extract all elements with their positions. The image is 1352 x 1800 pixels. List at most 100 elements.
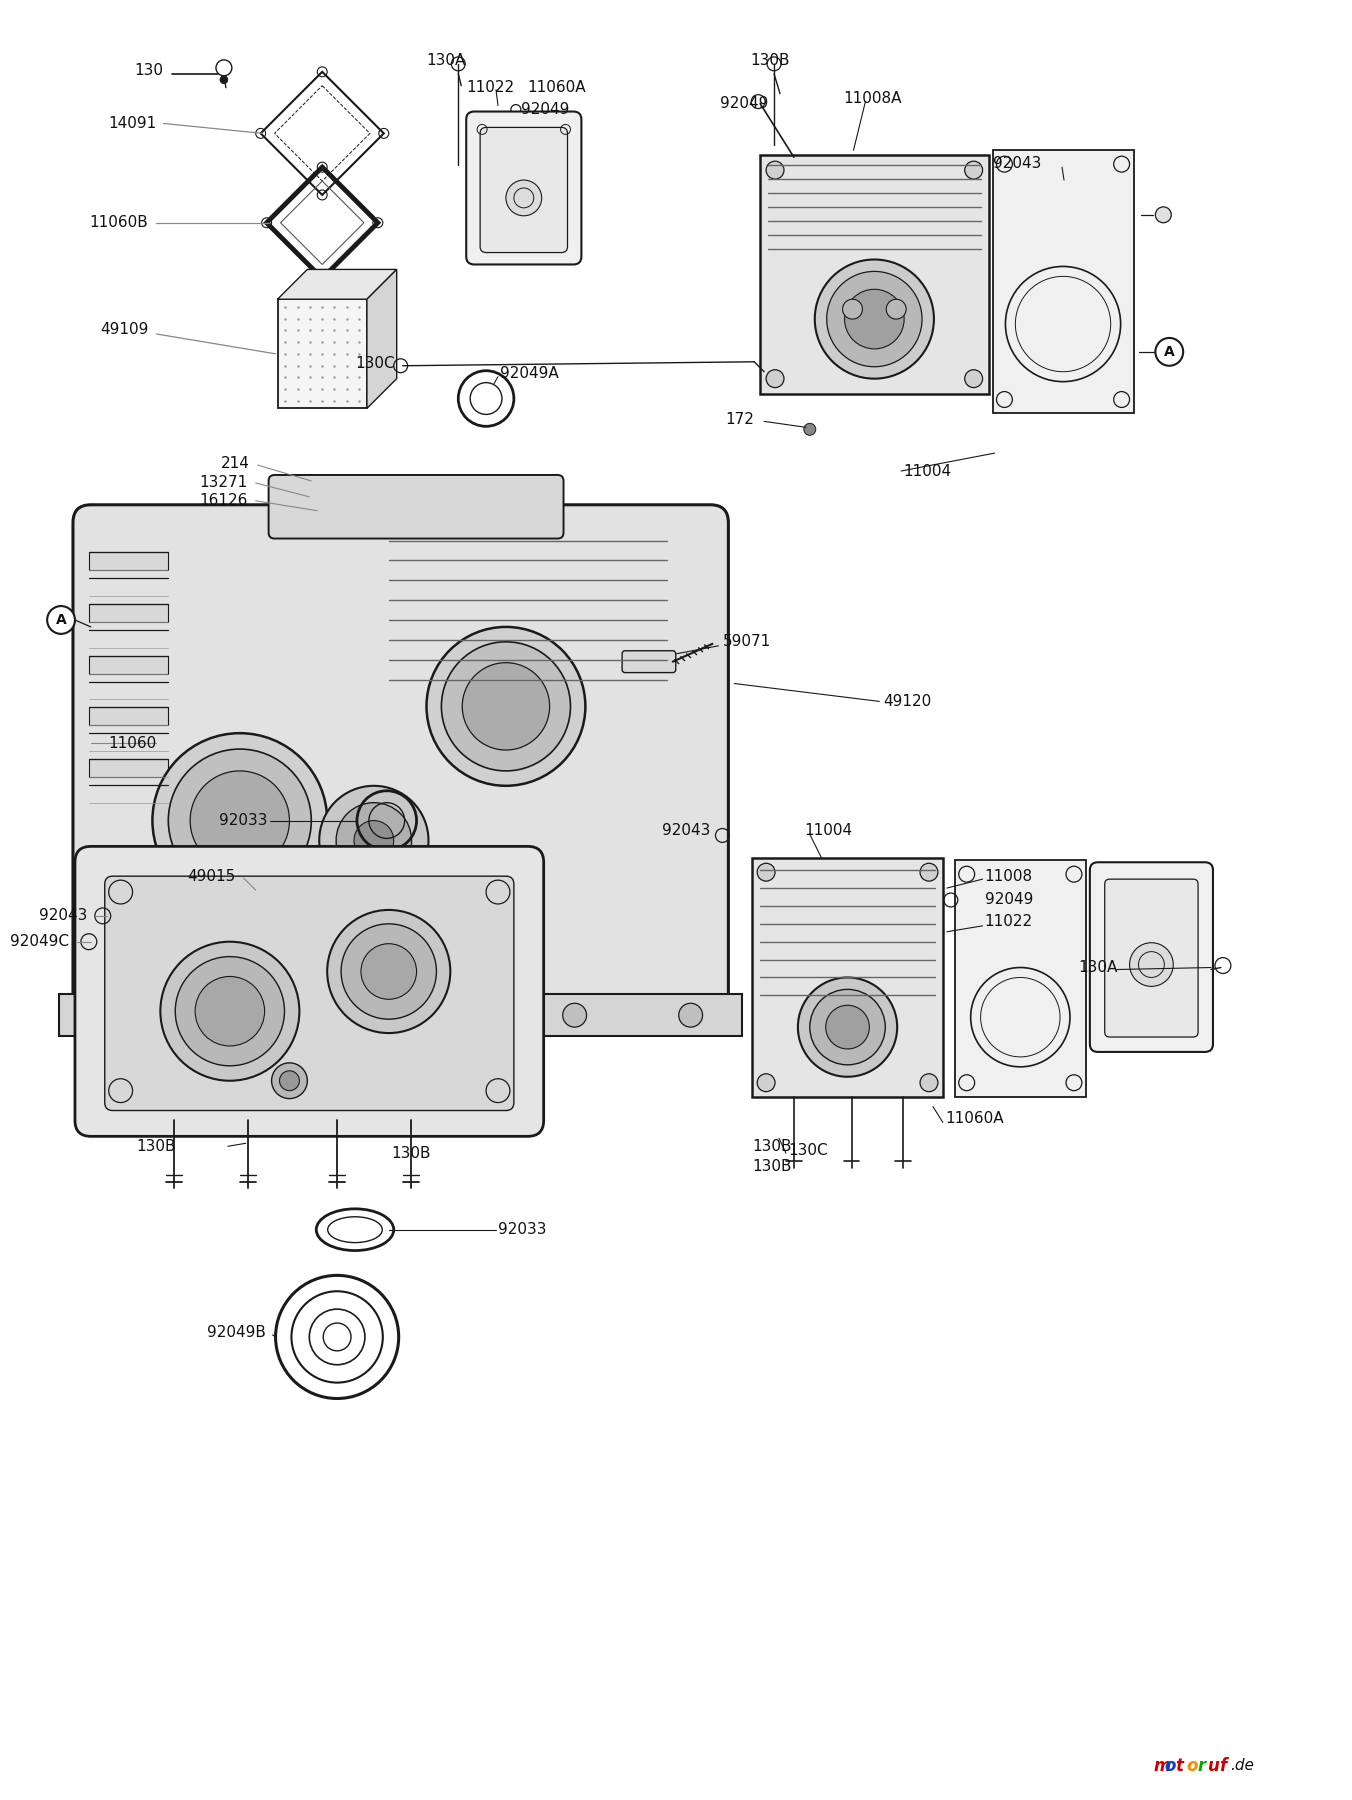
Circle shape (965, 162, 983, 178)
Circle shape (341, 923, 437, 1019)
Circle shape (195, 976, 265, 1046)
Circle shape (804, 423, 815, 436)
Circle shape (215, 1003, 238, 1028)
Text: 92033: 92033 (219, 814, 268, 828)
Circle shape (153, 733, 327, 907)
Circle shape (965, 369, 983, 387)
Circle shape (272, 1062, 307, 1098)
FancyBboxPatch shape (269, 475, 564, 538)
Text: 92043: 92043 (38, 909, 87, 923)
Text: 92049: 92049 (521, 103, 569, 117)
FancyBboxPatch shape (622, 652, 676, 673)
Circle shape (168, 749, 311, 893)
Bar (760, 155, 988, 394)
Text: 11060A: 11060A (527, 81, 587, 95)
Circle shape (845, 290, 904, 349)
Text: 92033: 92033 (498, 1222, 546, 1237)
Text: 13271: 13271 (200, 475, 247, 490)
Text: 130B: 130B (137, 1139, 176, 1154)
Circle shape (441, 643, 571, 770)
Circle shape (176, 956, 284, 1066)
Circle shape (1129, 943, 1174, 986)
Text: 49109: 49109 (100, 322, 149, 337)
Text: 14091: 14091 (108, 115, 157, 131)
Text: 11022: 11022 (466, 81, 514, 95)
Text: 92049: 92049 (721, 95, 769, 112)
Text: 49015: 49015 (188, 869, 235, 884)
FancyBboxPatch shape (74, 846, 544, 1136)
Circle shape (767, 369, 784, 387)
Text: f: f (1220, 1757, 1226, 1775)
Circle shape (679, 1003, 703, 1028)
Text: 130: 130 (134, 63, 164, 79)
Circle shape (99, 1003, 123, 1028)
Circle shape (47, 607, 74, 634)
Text: 92043: 92043 (992, 155, 1041, 171)
FancyBboxPatch shape (466, 112, 581, 265)
Text: 11060: 11060 (108, 736, 157, 751)
Circle shape (842, 299, 863, 319)
Circle shape (319, 787, 429, 895)
Circle shape (337, 803, 411, 878)
Circle shape (919, 1075, 938, 1091)
Circle shape (354, 821, 393, 860)
Text: A: A (55, 614, 66, 626)
Bar (752, 859, 942, 1096)
Circle shape (462, 662, 550, 751)
Text: 130A: 130A (426, 54, 466, 68)
Circle shape (191, 770, 289, 869)
Text: 92049C: 92049C (9, 934, 69, 949)
FancyBboxPatch shape (104, 877, 514, 1111)
Circle shape (798, 977, 898, 1076)
Text: 11008A: 11008A (844, 92, 902, 106)
Text: 130B: 130B (750, 54, 790, 68)
Text: 214: 214 (220, 455, 250, 470)
Text: 172: 172 (725, 412, 754, 427)
Bar (992, 149, 1133, 414)
Bar (277, 299, 366, 409)
Text: 11004: 11004 (804, 823, 852, 839)
Text: t: t (1175, 1757, 1183, 1775)
Polygon shape (89, 553, 168, 571)
Text: 130B: 130B (752, 1159, 792, 1174)
Polygon shape (59, 994, 742, 1037)
FancyBboxPatch shape (73, 504, 729, 1017)
Text: 130B: 130B (391, 1147, 430, 1161)
Polygon shape (89, 760, 168, 778)
Circle shape (426, 626, 585, 787)
Text: 59071: 59071 (722, 634, 771, 650)
Circle shape (1156, 338, 1183, 365)
FancyBboxPatch shape (1105, 878, 1198, 1037)
Text: 11060A: 11060A (945, 1111, 1003, 1127)
Circle shape (1156, 207, 1171, 223)
Bar (955, 860, 1086, 1096)
FancyBboxPatch shape (480, 128, 568, 252)
Text: 92049: 92049 (984, 893, 1033, 907)
Circle shape (810, 990, 886, 1066)
Circle shape (327, 911, 450, 1033)
Circle shape (161, 941, 299, 1080)
Text: 92049B: 92049B (207, 1325, 265, 1341)
Polygon shape (89, 605, 168, 623)
Circle shape (446, 1003, 470, 1028)
Text: A: A (1164, 346, 1175, 358)
Text: 11022: 11022 (984, 914, 1033, 929)
Text: u: u (1207, 1757, 1220, 1775)
Circle shape (220, 76, 228, 85)
Circle shape (506, 180, 542, 216)
Text: 16126: 16126 (199, 493, 247, 508)
Text: 49120: 49120 (883, 693, 932, 709)
Text: 130C: 130C (788, 1143, 827, 1157)
Polygon shape (277, 270, 396, 299)
Circle shape (815, 259, 934, 378)
Circle shape (361, 943, 416, 999)
Text: 130B: 130B (752, 1139, 792, 1154)
Text: 92043: 92043 (662, 823, 711, 839)
Text: .de: .de (1230, 1759, 1253, 1773)
Polygon shape (89, 707, 168, 725)
Circle shape (562, 1003, 587, 1028)
Polygon shape (366, 270, 396, 409)
Text: 92049A: 92049A (500, 365, 558, 382)
Text: o: o (1186, 1757, 1198, 1775)
Text: 130C: 130C (356, 356, 395, 371)
